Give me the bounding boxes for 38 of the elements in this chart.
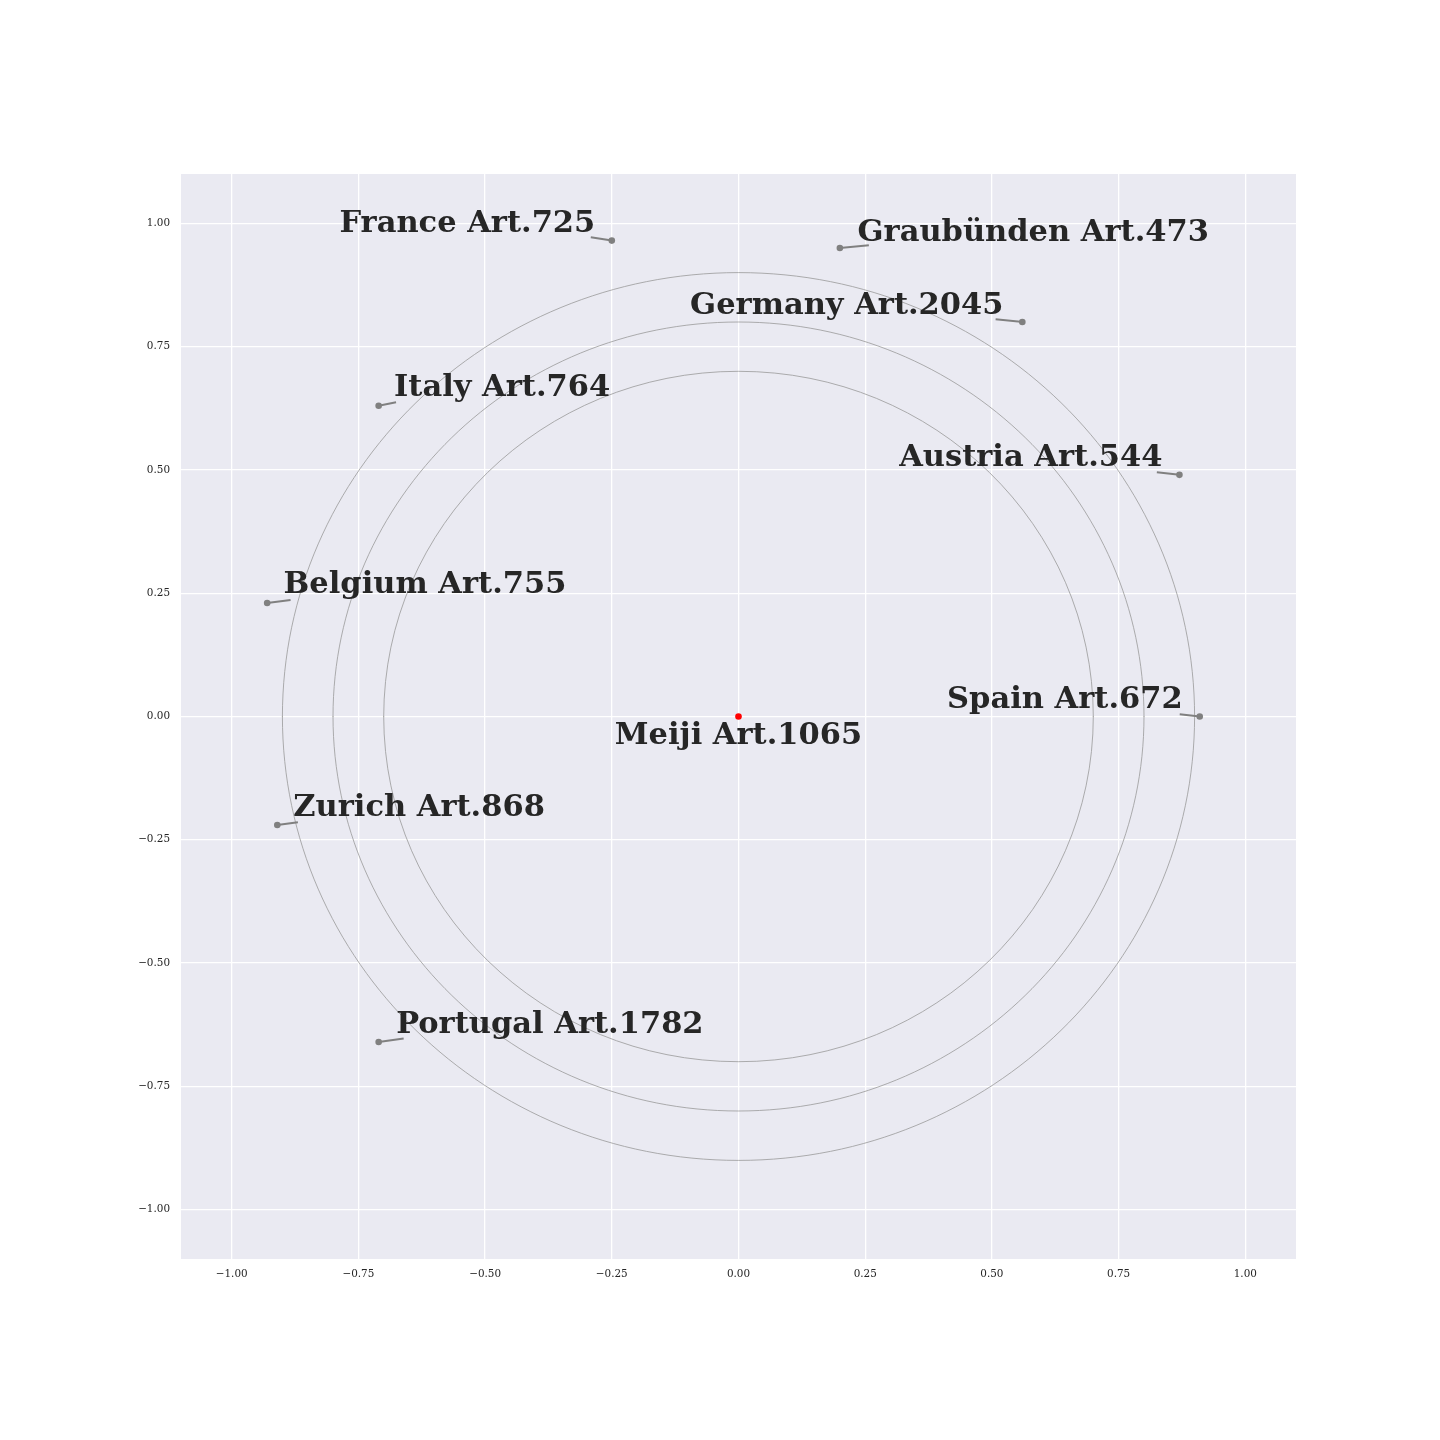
point	[375, 402, 382, 410]
point	[735, 713, 742, 720]
annotation: Meiji Art.1065	[614, 714, 863, 751]
y-tick-label: 0.25	[146, 585, 170, 598]
y-tick-label: −0.25	[138, 832, 170, 845]
x-tick-label: 1.00	[1233, 1266, 1257, 1279]
x-tick-label: 0.75	[1107, 1266, 1131, 1279]
point	[1196, 713, 1203, 720]
annotation: France Art.725	[339, 203, 596, 240]
annotation: Zurich Art.868	[293, 787, 545, 824]
point	[274, 821, 281, 829]
point	[1019, 318, 1026, 326]
y-tick-label: 0.00	[146, 709, 170, 722]
point	[836, 244, 844, 252]
annotation: Italy Art.764	[394, 367, 611, 404]
annotation: Spain Art.672	[947, 679, 1183, 716]
x-tick-label: 0.25	[853, 1266, 877, 1279]
y-tick-label: 0.75	[146, 339, 170, 352]
y-tick-label: −0.50	[138, 955, 170, 968]
annotation: Austria Art.544	[898, 437, 1163, 474]
point	[263, 599, 271, 607]
y-tick-label: 0.50	[146, 462, 170, 475]
annotation: Belgium Art.755	[283, 564, 567, 601]
x-tick-label: −0.50	[469, 1266, 502, 1279]
point	[608, 237, 616, 244]
x-tick-label: −0.75	[342, 1266, 375, 1279]
x-tick-label: −1.00	[215, 1266, 248, 1279]
annotation: Graubünden Art.473	[857, 211, 1209, 248]
y-tick-label: −0.75	[138, 1079, 170, 1092]
x-tick-label: 0.00	[726, 1266, 751, 1279]
x-tick-label: −0.25	[595, 1266, 628, 1279]
annotation: Germany Art.2045	[690, 284, 1004, 321]
point	[375, 1038, 382, 1046]
x-tick-label: 0.50	[980, 1266, 1004, 1279]
point	[1176, 471, 1183, 479]
y-tick-label: 1.00	[146, 216, 170, 229]
annotation: Portugal Art.1782	[396, 1004, 704, 1040]
y-tick-label: −1.00	[138, 1202, 170, 1215]
